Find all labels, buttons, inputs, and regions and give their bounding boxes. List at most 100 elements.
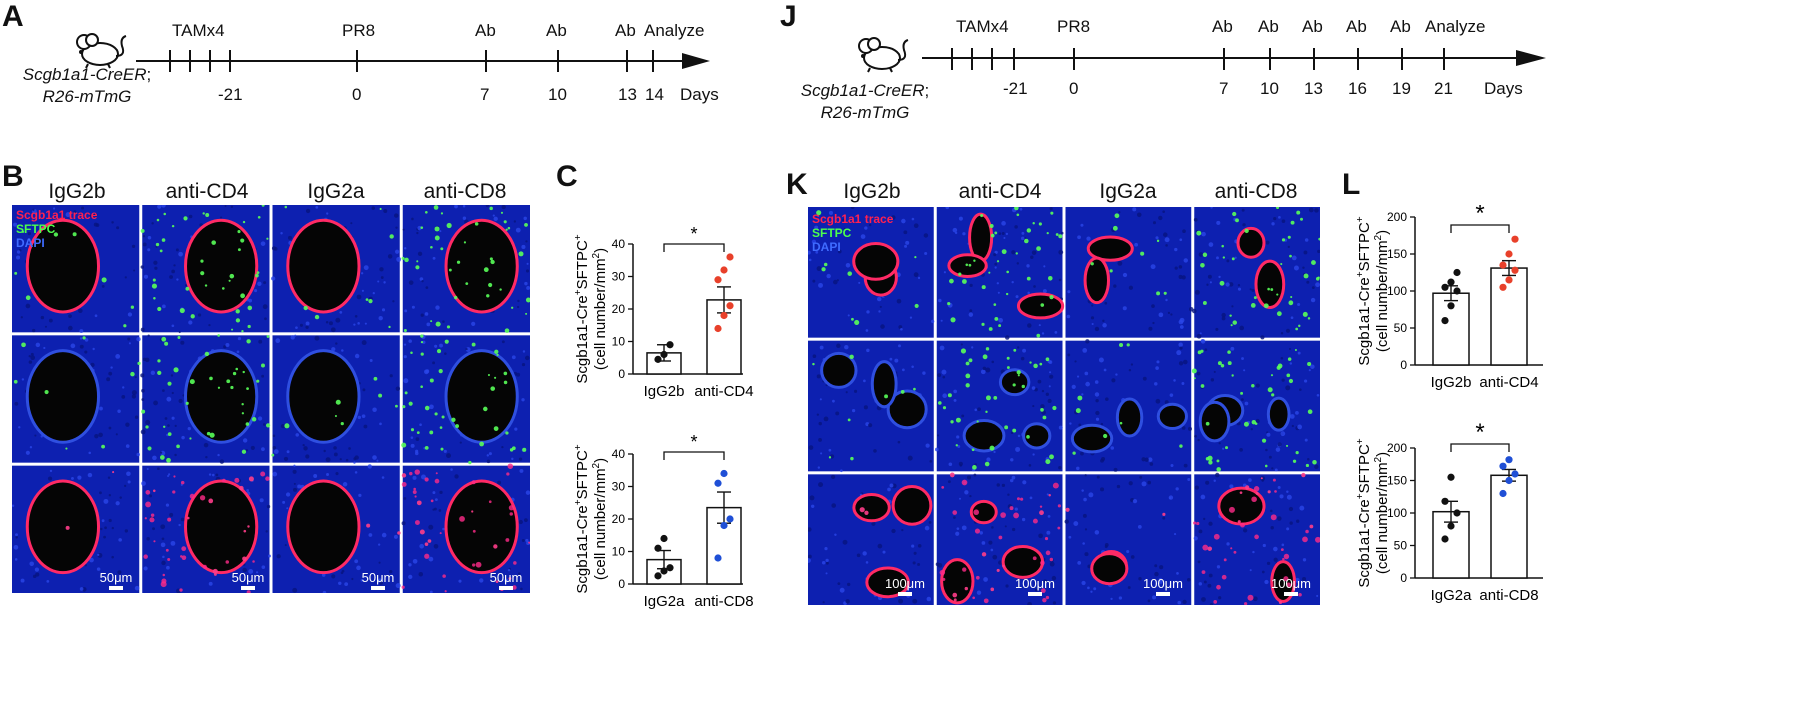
panel-label-b: B xyxy=(2,160,24,193)
day-label: -21 xyxy=(218,85,243,104)
micrograph-tile xyxy=(401,334,530,465)
significance-bracket xyxy=(1450,224,1510,233)
legend-sftpc: SFTPC xyxy=(16,222,56,236)
micrograph-tile xyxy=(1192,205,1322,340)
event-label: Analyze xyxy=(644,21,705,40)
column-header: anti-CD8 xyxy=(423,180,507,203)
micrograph-grid-b xyxy=(11,203,531,595)
scale-bar: 100μm xyxy=(1266,577,1316,596)
x-tick-label: IgG2a xyxy=(644,593,686,610)
micrograph-tile xyxy=(141,465,271,595)
column-header: anti-CD4 xyxy=(958,180,1042,203)
day-label: 0 xyxy=(1069,79,1079,98)
data-point xyxy=(1505,476,1513,485)
micrograph-tile xyxy=(935,472,1063,607)
data-point xyxy=(1447,278,1455,286)
scale-bar: 100μm xyxy=(1138,577,1188,596)
panel-label-k: K xyxy=(786,168,808,201)
data-point xyxy=(654,355,662,363)
micrograph-tile xyxy=(936,205,1065,340)
mouse-icon xyxy=(858,37,909,73)
significance-star: * xyxy=(690,432,697,452)
mouse-strain-j: Scgb1a1-CreER; R26-mTmG xyxy=(800,80,930,124)
data-point xyxy=(1441,317,1449,325)
mouse-strain-line1: Scgb1a1-CreER xyxy=(800,81,925,100)
micrograph-tile xyxy=(1064,474,1192,605)
data-point xyxy=(714,276,722,284)
micrograph-tile xyxy=(1191,339,1320,472)
x-tick-label: anti-CD4 xyxy=(694,383,753,400)
event-label: Ab xyxy=(1346,17,1367,36)
micrograph-tile xyxy=(806,205,935,338)
micrograph-tile xyxy=(12,335,141,463)
micrograph-tile xyxy=(401,203,531,333)
data-point xyxy=(1499,283,1507,291)
data-point xyxy=(1453,509,1461,517)
micrograph-grid-k xyxy=(806,205,1322,607)
scale-bar-label: 100μm xyxy=(1142,576,1183,591)
y-tick-label: 30 xyxy=(612,480,626,494)
column-header: IgG2b xyxy=(843,180,901,203)
y-tick-label: 0 xyxy=(1400,358,1407,372)
micrograph-tile xyxy=(270,205,402,333)
mouse-icon xyxy=(76,33,127,69)
micrograph-tile xyxy=(140,203,270,334)
x-tick-label: anti-CD8 xyxy=(1479,587,1538,604)
data-point xyxy=(1499,261,1507,269)
data-point xyxy=(654,544,662,552)
micrograph-tile xyxy=(934,340,1063,472)
y-tick-label: 10 xyxy=(612,335,626,349)
days-unit: Days xyxy=(1484,79,1523,98)
event-label: Ab xyxy=(615,21,636,40)
significance-star: * xyxy=(1475,205,1484,227)
y-tick-label: 20 xyxy=(612,512,626,526)
legend-dapi: DAPI xyxy=(812,240,841,254)
day-label: 19 xyxy=(1392,79,1411,98)
data-point xyxy=(1499,462,1507,470)
data-point xyxy=(714,324,722,333)
data-point xyxy=(1453,268,1461,277)
micrograph-tile xyxy=(808,340,934,473)
data-point xyxy=(726,302,734,310)
event-label: Ab xyxy=(546,21,567,40)
data-point xyxy=(1511,235,1519,243)
event-label: Ab xyxy=(1302,17,1323,36)
day-label: 13 xyxy=(618,85,637,104)
micrograph-tiles xyxy=(11,203,531,595)
y-tick-label: 40 xyxy=(612,447,626,461)
day-label: 21 xyxy=(1434,79,1453,98)
chart-c-bottom: Scgb1a1-Cre+SFTPC+(cell number/mm2) 0 10 20… xyxy=(573,432,754,610)
column-header: IgG2a xyxy=(307,180,365,203)
micrograph-tiles xyxy=(806,205,1322,607)
tam-label-j: TAMx4 xyxy=(956,17,1009,36)
legend-sftpc: SFTPC xyxy=(812,226,852,240)
event-label: Ab xyxy=(1390,17,1411,36)
scale-bar-label: 100μm xyxy=(1270,576,1311,591)
chart-c-top: Scgb1a1-Cre+SFTPC+(cell number/mm2) 0 10 20… xyxy=(573,224,754,400)
day-label: -21 xyxy=(1003,79,1028,98)
scale-bar-label: 100μm xyxy=(884,576,925,591)
micrograph-tile xyxy=(140,334,271,464)
y-axis-label: Scgb1a1-Cre+SFTPC+(cell number/mm2) xyxy=(573,444,609,593)
significance-star: * xyxy=(690,224,697,244)
x-tick-label: IgG2b xyxy=(644,383,685,400)
day-label: 0 xyxy=(352,85,362,104)
x-tick-label: anti-CD4 xyxy=(1479,374,1538,391)
data-point xyxy=(726,515,734,523)
significance-bracket xyxy=(1450,443,1510,452)
day-label: 16 xyxy=(1348,79,1367,98)
scale-bar-label: 50μm xyxy=(489,570,523,585)
scale-bar-label: 50μm xyxy=(99,570,133,585)
scale-bar: 50μm xyxy=(356,571,400,590)
event-label: Ab xyxy=(1212,17,1233,36)
y-tick-label: 200 xyxy=(1387,210,1407,224)
day-label: 7 xyxy=(1219,79,1229,98)
data-point xyxy=(720,266,728,274)
y-tick-label: 40 xyxy=(612,237,626,251)
micrograph-tile xyxy=(1065,339,1192,472)
data-point xyxy=(1511,470,1519,478)
column-header: IgG2a xyxy=(1099,180,1157,203)
day-label: 7 xyxy=(480,85,490,104)
y-tick-label: 50 xyxy=(1394,539,1408,553)
day-label: 14 xyxy=(645,85,664,104)
